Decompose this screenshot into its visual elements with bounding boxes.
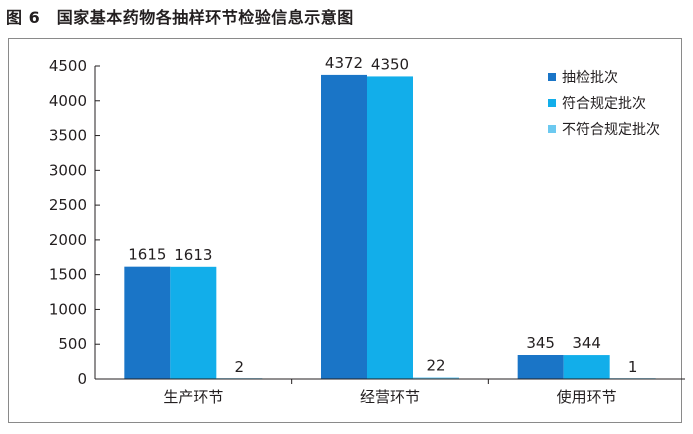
y-tick-label: 2000: [49, 231, 87, 249]
bar: [124, 266, 171, 379]
y-tick-label: 4000: [49, 92, 87, 110]
chart-frame: [8, 38, 682, 423]
value-label: 1613: [174, 246, 212, 264]
legend-label: 不符合规定批次: [562, 122, 660, 138]
bar: [563, 355, 610, 379]
bar: [413, 377, 459, 379]
x-category-label: 经营环节: [360, 388, 420, 406]
y-axis-ticks: 0 500 1000 1500 2000 2500 3000 3500 4000 4500: [49, 57, 100, 388]
legend-swatch: [548, 99, 556, 107]
value-labels: 1615 1613 2 4372 4350 22 345 344 1: [128, 54, 637, 376]
x-category-label: 生产环节: [163, 388, 223, 406]
value-label: 344: [572, 334, 601, 352]
figure-title: 图 6 国家基本药物各抽样环节检验信息示意图: [6, 8, 354, 27]
bar: [170, 266, 217, 379]
value-label: 4372: [325, 54, 363, 72]
value-label: 4350: [371, 55, 409, 73]
x-axis: 生产环节 经营环节 使用环节: [95, 378, 685, 406]
y-tick-label: 2500: [49, 196, 87, 214]
value-label: 22: [426, 356, 445, 374]
legend-swatch: [548, 125, 556, 133]
bar: [517, 355, 564, 379]
y-tick-label: 3000: [49, 161, 87, 179]
value-label: 345: [526, 334, 555, 352]
y-tick-label: 500: [58, 335, 87, 353]
value-label: 1615: [128, 246, 166, 264]
y-tick-label: 3500: [49, 127, 87, 145]
y-tick-label: 1000: [49, 300, 87, 318]
bar: [321, 74, 367, 380]
value-label: 2: [235, 358, 245, 376]
bars: [124, 74, 656, 380]
x-category-label: 使用环节: [557, 388, 617, 406]
value-label: 1: [628, 358, 638, 376]
y-tick-label: 1500: [49, 266, 87, 284]
y-tick-label: 4500: [49, 57, 87, 75]
legend-label: 抽检批次: [562, 70, 618, 86]
bar: [367, 76, 413, 379]
y-tick-label: 0: [77, 370, 87, 388]
legend-label: 符合规定批次: [562, 96, 646, 112]
legend-swatch: [548, 73, 556, 81]
